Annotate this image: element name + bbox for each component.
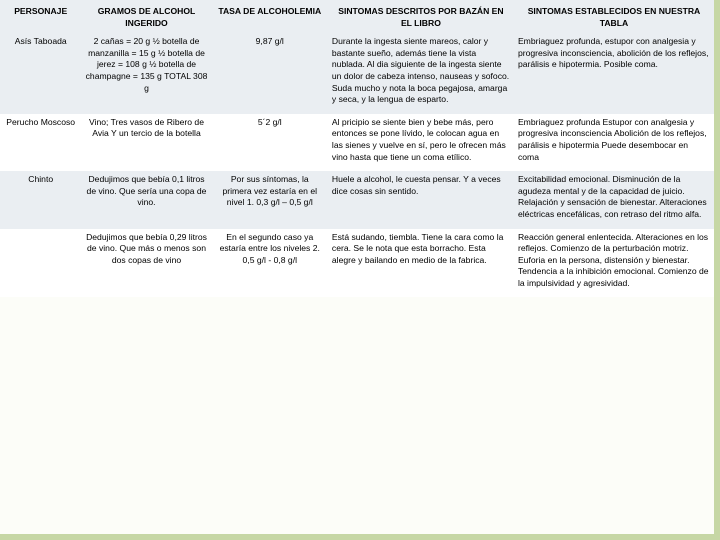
header-tasa: TASA DE ALCOHOLEMIA xyxy=(212,0,328,33)
cell-gramos: 2 cañas = 20 g ½ botella de manzanilla =… xyxy=(81,33,211,114)
cell-personaje: Asís Taboada xyxy=(0,33,81,114)
table-row: Chinto Dedujimos que bebía 0,1 litros de… xyxy=(0,171,714,228)
cell-sintomas-tabla: Embriaguez profunda, estupor con analges… xyxy=(514,33,714,114)
cell-personaje: Perucho Moscoso xyxy=(0,114,81,171)
header-personaje: PERSONAJE xyxy=(0,0,81,33)
cell-sintomas-libro: Durante la ingesta siente mareos, calor … xyxy=(328,33,514,114)
table-header-row: PERSONAJE GRAMOS DE ALCOHOL INGERIDO TAS… xyxy=(0,0,714,33)
cell-personaje: Chinto xyxy=(0,171,81,228)
page-wrap: PERSONAJE GRAMOS DE ALCOHOL INGERIDO TAS… xyxy=(0,0,714,534)
header-sintomas-tabla: SINTOMAS ESTABLECIDOS EN NUESTRA TABLA xyxy=(514,0,714,33)
cell-tasa: En el segundo caso ya estaría entre los … xyxy=(212,229,328,298)
cell-sintomas-tabla: Reacción general enlentecida. Alteracion… xyxy=(514,229,714,298)
cell-tasa: 9,87 g/l xyxy=(212,33,328,114)
header-sintomas-libro: SINTOMAS DESCRITOS POR BAZÁN EN EL LIBRO xyxy=(328,0,514,33)
cell-sintomas-libro: Al pricipio se siente bien y bebe más, p… xyxy=(328,114,514,171)
cell-personaje xyxy=(0,229,81,298)
cell-sintomas-libro: Está sudando, tiembla. Tiene la cara com… xyxy=(328,229,514,298)
cell-sintomas-libro: Huele a alcohol, le cuesta pensar. Y a v… xyxy=(328,171,514,228)
header-gramos: GRAMOS DE ALCOHOL INGERIDO xyxy=(81,0,211,33)
table-row: Dedujimos que bebía 0,29 litros de vino.… xyxy=(0,229,714,298)
table-row: Asís Taboada 2 cañas = 20 g ½ botella de… xyxy=(0,33,714,114)
alcohol-table: PERSONAJE GRAMOS DE ALCOHOL INGERIDO TAS… xyxy=(0,0,714,297)
cell-tasa: Por sus síntomas, la primera vez estaría… xyxy=(212,171,328,228)
cell-gramos: Vino; Tres vasos de Ribero de Avia Y un … xyxy=(81,114,211,171)
cell-sintomas-tabla: Embriaguez profunda Estupor con analgesi… xyxy=(514,114,714,171)
cell-gramos: Dedujimos que bebía 0,1 litros de vino. … xyxy=(81,171,211,228)
cell-gramos: Dedujimos que bebía 0,29 litros de vino.… xyxy=(81,229,211,298)
table-row: Perucho Moscoso Vino; Tres vasos de Ribe… xyxy=(0,114,714,171)
cell-tasa: 5´2 g/l xyxy=(212,114,328,171)
cell-sintomas-tabla: Excitabilidad emocional. Disminución de … xyxy=(514,171,714,228)
